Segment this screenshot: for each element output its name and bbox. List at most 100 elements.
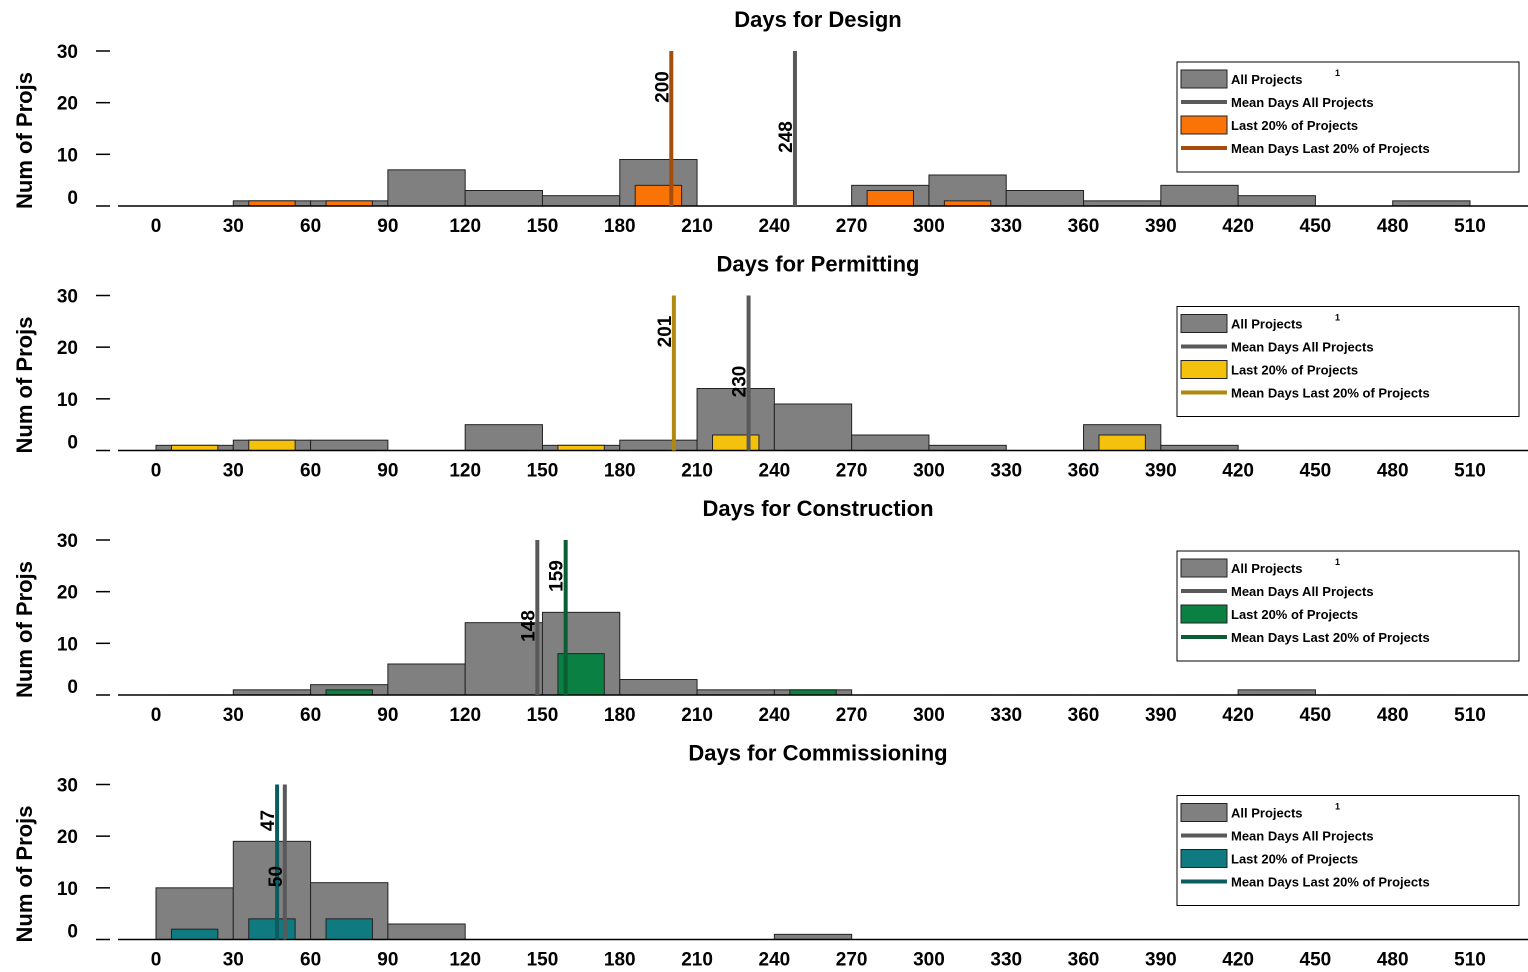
y-tick-label: 20 [57, 94, 78, 115]
y-tick-label: 0 [67, 188, 78, 209]
x-tick-label: 330 [990, 461, 1022, 482]
legend-swatch-all-projects [1181, 559, 1227, 577]
x-tick-label: 60 [300, 950, 321, 968]
chart-title: Days for Permitting [717, 252, 920, 277]
legend-swatch-last-20 [1181, 361, 1227, 379]
legend-superscript: 1 [1335, 313, 1340, 323]
x-tick-label: 60 [300, 461, 321, 482]
legend-swatch-all-projects [1181, 70, 1227, 88]
x-tick-label: 330 [990, 950, 1022, 968]
x-tick-label: 180 [604, 950, 636, 968]
bar-last-20-projects [558, 445, 604, 450]
bar-all-projects [697, 690, 774, 695]
y-tick-label: 0 [67, 922, 78, 943]
bar-last-20-projects [1099, 435, 1145, 451]
x-tick-label: 90 [377, 950, 398, 968]
x-tick-label: 480 [1377, 216, 1409, 237]
bar-last-20-projects [326, 919, 372, 940]
bar-all-projects [1393, 201, 1470, 206]
bar-all-projects [620, 680, 697, 696]
legend-swatch-all-projects [1181, 804, 1227, 822]
legend-label-mean-all: Mean Days All Projects [1231, 829, 1374, 844]
x-tick-label: 480 [1377, 705, 1409, 726]
x-tick-label: 120 [449, 950, 481, 968]
x-tick-label: 60 [300, 216, 321, 237]
x-tick-label: 30 [223, 950, 244, 968]
x-tick-label: 420 [1222, 216, 1254, 237]
bar-last-20-projects [713, 435, 759, 451]
mean-label-all-projects: 148 [518, 610, 539, 642]
chart-title: Days for Commissioning [688, 741, 947, 766]
bar-all-projects [388, 170, 465, 206]
x-tick-label: 330 [990, 216, 1022, 237]
x-tick-label: 300 [913, 950, 945, 968]
bar-all-projects [465, 191, 542, 207]
y-tick-label: 10 [57, 145, 78, 166]
bar-all-projects [233, 690, 310, 695]
x-tick-label: 0 [151, 216, 162, 237]
x-tick-label: 210 [681, 705, 713, 726]
x-tick-label: 150 [527, 216, 559, 237]
bar-last-20-projects [326, 201, 372, 206]
legend-label-last-20: Last 20% of Projects [1231, 852, 1358, 867]
bar-all-projects [1161, 185, 1238, 206]
y-tick-label: 10 [57, 634, 78, 655]
chart-title: Days for Design [734, 7, 902, 32]
x-tick-label: 450 [1300, 950, 1332, 968]
legend-label-all-projects: All Projects [1231, 806, 1303, 821]
bar-all-projects [465, 425, 542, 451]
legend-label-last-20: Last 20% of Projects [1231, 607, 1358, 622]
bar-last-20-projects [249, 440, 295, 450]
legend-swatch-last-20 [1181, 116, 1227, 134]
x-tick-label: 510 [1454, 705, 1486, 726]
x-tick-label: 90 [377, 461, 398, 482]
x-tick-label: 480 [1377, 461, 1409, 482]
x-tick-label: 120 [449, 216, 481, 237]
mean-label-all-projects: 230 [730, 366, 751, 398]
x-tick-label: 480 [1377, 950, 1409, 968]
y-tick-label: 10 [57, 879, 78, 900]
x-tick-label: 300 [913, 705, 945, 726]
x-tick-label: 60 [300, 705, 321, 726]
legend-swatch-all-projects [1181, 315, 1227, 333]
legend-label-mean-last-20: Mean Days Last 20% of Projects [1231, 875, 1430, 890]
bar-all-projects [852, 435, 929, 451]
x-tick-label: 390 [1145, 216, 1177, 237]
x-tick-label: 30 [223, 216, 244, 237]
x-tick-label: 120 [449, 461, 481, 482]
x-tick-label: 180 [604, 705, 636, 726]
bar-last-20-projects [249, 201, 295, 206]
x-tick-label: 270 [836, 216, 868, 237]
x-tick-label: 360 [1068, 705, 1100, 726]
x-tick-label: 420 [1222, 705, 1254, 726]
x-tick-label: 30 [223, 461, 244, 482]
mean-label-last-20-projects: 159 [547, 560, 568, 592]
legend-label-mean-last-20: Mean Days Last 20% of Projects [1231, 630, 1430, 645]
x-tick-label: 330 [990, 705, 1022, 726]
x-tick-label: 270 [836, 705, 868, 726]
x-tick-label: 510 [1454, 461, 1486, 482]
x-tick-label: 150 [527, 461, 559, 482]
x-tick-label: 210 [681, 950, 713, 968]
legend-superscript: 1 [1335, 68, 1340, 78]
bar-all-projects [1161, 445, 1238, 450]
x-tick-label: 360 [1068, 950, 1100, 968]
x-tick-label: 240 [759, 705, 791, 726]
x-tick-label: 0 [151, 705, 162, 726]
bar-all-projects [388, 664, 465, 695]
x-tick-label: 180 [604, 216, 636, 237]
legend-label-mean-last-20: Mean Days Last 20% of Projects [1231, 141, 1430, 156]
bar-last-20-projects [867, 191, 913, 207]
legend-label-all-projects: All Projects [1231, 72, 1303, 87]
x-tick-label: 450 [1300, 705, 1332, 726]
mean-label-all-projects: 248 [776, 121, 797, 153]
x-tick-label: 0 [151, 950, 162, 968]
x-tick-label: 270 [836, 950, 868, 968]
x-tick-label: 450 [1300, 461, 1332, 482]
